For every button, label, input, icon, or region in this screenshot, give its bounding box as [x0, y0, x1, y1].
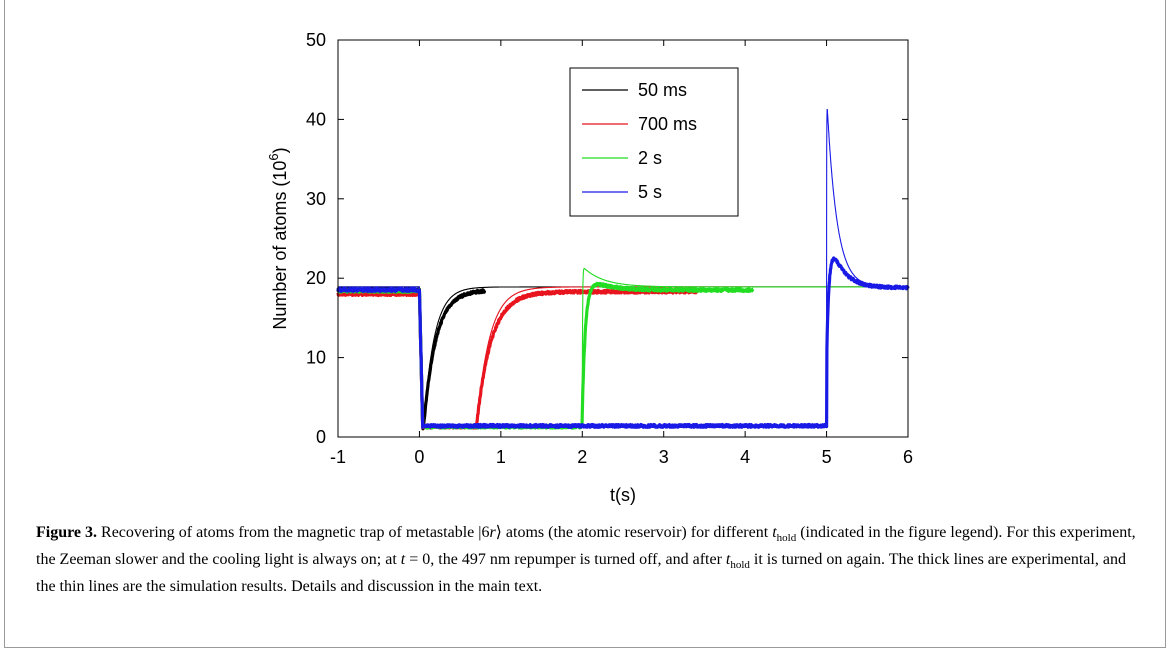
y-tick-label: 10 [306, 348, 326, 368]
series-experiment-line [336, 288, 698, 430]
series-experiment-line [336, 281, 755, 430]
figure-frame [4, 0, 1166, 648]
legend-label: 50 ms [638, 80, 687, 100]
y-tick-label: 20 [306, 268, 326, 288]
axes-box [337, 39, 909, 438]
plot-data-layer [336, 108, 910, 431]
caption-text: Recovering of atoms from the magnetic tr… [97, 524, 490, 541]
caption-subscript: hold [776, 532, 797, 545]
caption-text: = 0, the 497 nm repumper is turned off, … [405, 551, 726, 569]
legend-label: 5 s [638, 182, 662, 202]
x-tick-label: -1 [330, 447, 346, 467]
x-axis-label: t(s) [610, 485, 636, 505]
series-experiment-line [336, 256, 910, 429]
caption-text: ⟩ atoms (the atomic reservoir) for diffe… [495, 524, 773, 541]
x-tick-label: 3 [659, 447, 669, 467]
legend-label: 2 s [638, 148, 662, 168]
legend-box [569, 67, 739, 217]
figure-caption: Figure 3. Recovering of atoms from the m… [36, 522, 1136, 597]
y-axis-label: Number of atoms (106) [266, 147, 290, 329]
legend: 50 ms 700 ms 2 s 5 s [569, 67, 739, 217]
x-tick-label: 4 [740, 447, 750, 467]
y-tick-label: 0 [316, 427, 326, 447]
legend-label: 700 ms [638, 114, 697, 134]
y-axis-label-end: ) [270, 147, 290, 153]
y-axis-label-text: Number of atoms (10 [270, 161, 290, 330]
caption-italic-symbol: t [725, 551, 731, 569]
caption-text: it is turned on again. The thick lines a… [36, 551, 1126, 596]
caption-body: Recovering of atoms from the magnetic tr… [36, 524, 1136, 595]
x-tick-label: 1 [496, 447, 506, 467]
y-tick-label: 40 [306, 109, 326, 129]
caption-text: (indicated in the figure legend). For th… [36, 524, 1136, 569]
series-simulation-line [338, 108, 908, 429]
x-tick-label: 6 [903, 447, 913, 467]
y-tick-label: 50 [306, 30, 326, 50]
caption-italic-symbol: t [772, 524, 777, 541]
caption-italic-symbol: t [400, 551, 406, 569]
caption-label: Figure 3. [36, 524, 98, 541]
x-tick-label: 0 [414, 447, 424, 467]
x-tick-label: 5 [822, 447, 832, 467]
y-axis-label-superscript: 6 [266, 153, 281, 160]
series-experiment-line [336, 287, 487, 431]
caption-italic-symbol: r [489, 524, 496, 541]
caption-subscript: hold [730, 559, 750, 572]
y-tick-label: 30 [306, 189, 326, 209]
x-tick-label: 2 [577, 447, 587, 467]
